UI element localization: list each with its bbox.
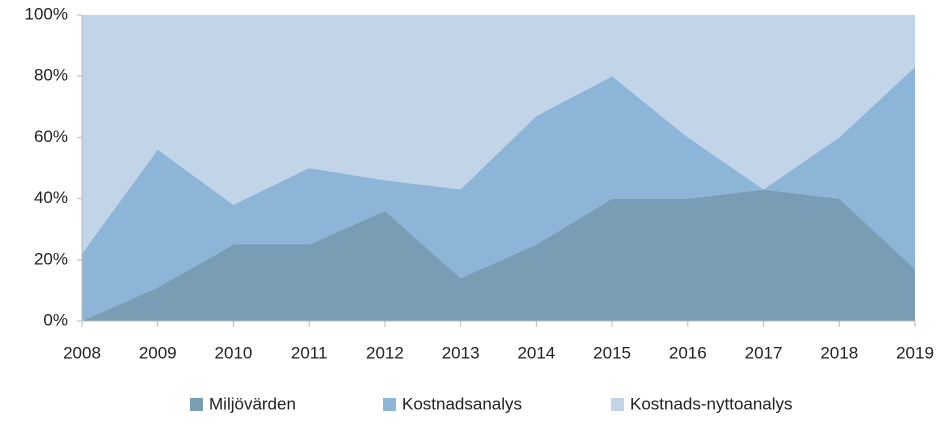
x-tick-label: 2017 [745,343,783,362]
y-tick-label: 60% [34,127,68,146]
legend-swatch [383,398,396,411]
x-tick-label: 2011 [291,343,328,362]
x-tick-label: 2013 [442,343,480,362]
legend-label: Miljövärden [209,394,296,413]
x-tick-label: 2010 [215,343,253,362]
x-tick-label: 2008 [63,343,101,362]
y-tick-label: 40% [34,188,68,207]
x-tick-label: 2018 [820,343,858,362]
area [82,189,915,321]
y-tick-label: 0% [43,310,68,329]
y-tick-label: 100% [25,4,68,23]
area [82,15,915,254]
legend-swatch [190,398,203,411]
x-tick-label: 2016 [669,343,707,362]
y-tick-label: 80% [34,66,68,85]
legend-label: Kostnadsanalys [402,394,522,413]
x-tick-label: 2014 [517,343,555,362]
area [82,67,915,322]
legend-label: Kostnads-nyttoanalys [630,394,793,413]
x-tick-label: 2012 [366,343,404,362]
y-tick-label: 20% [34,249,68,268]
legend-swatch [611,398,624,411]
x-tick-label: 2015 [593,343,631,362]
x-tick-label: 2009 [139,343,177,362]
x-tick-label: 2019 [896,343,934,362]
